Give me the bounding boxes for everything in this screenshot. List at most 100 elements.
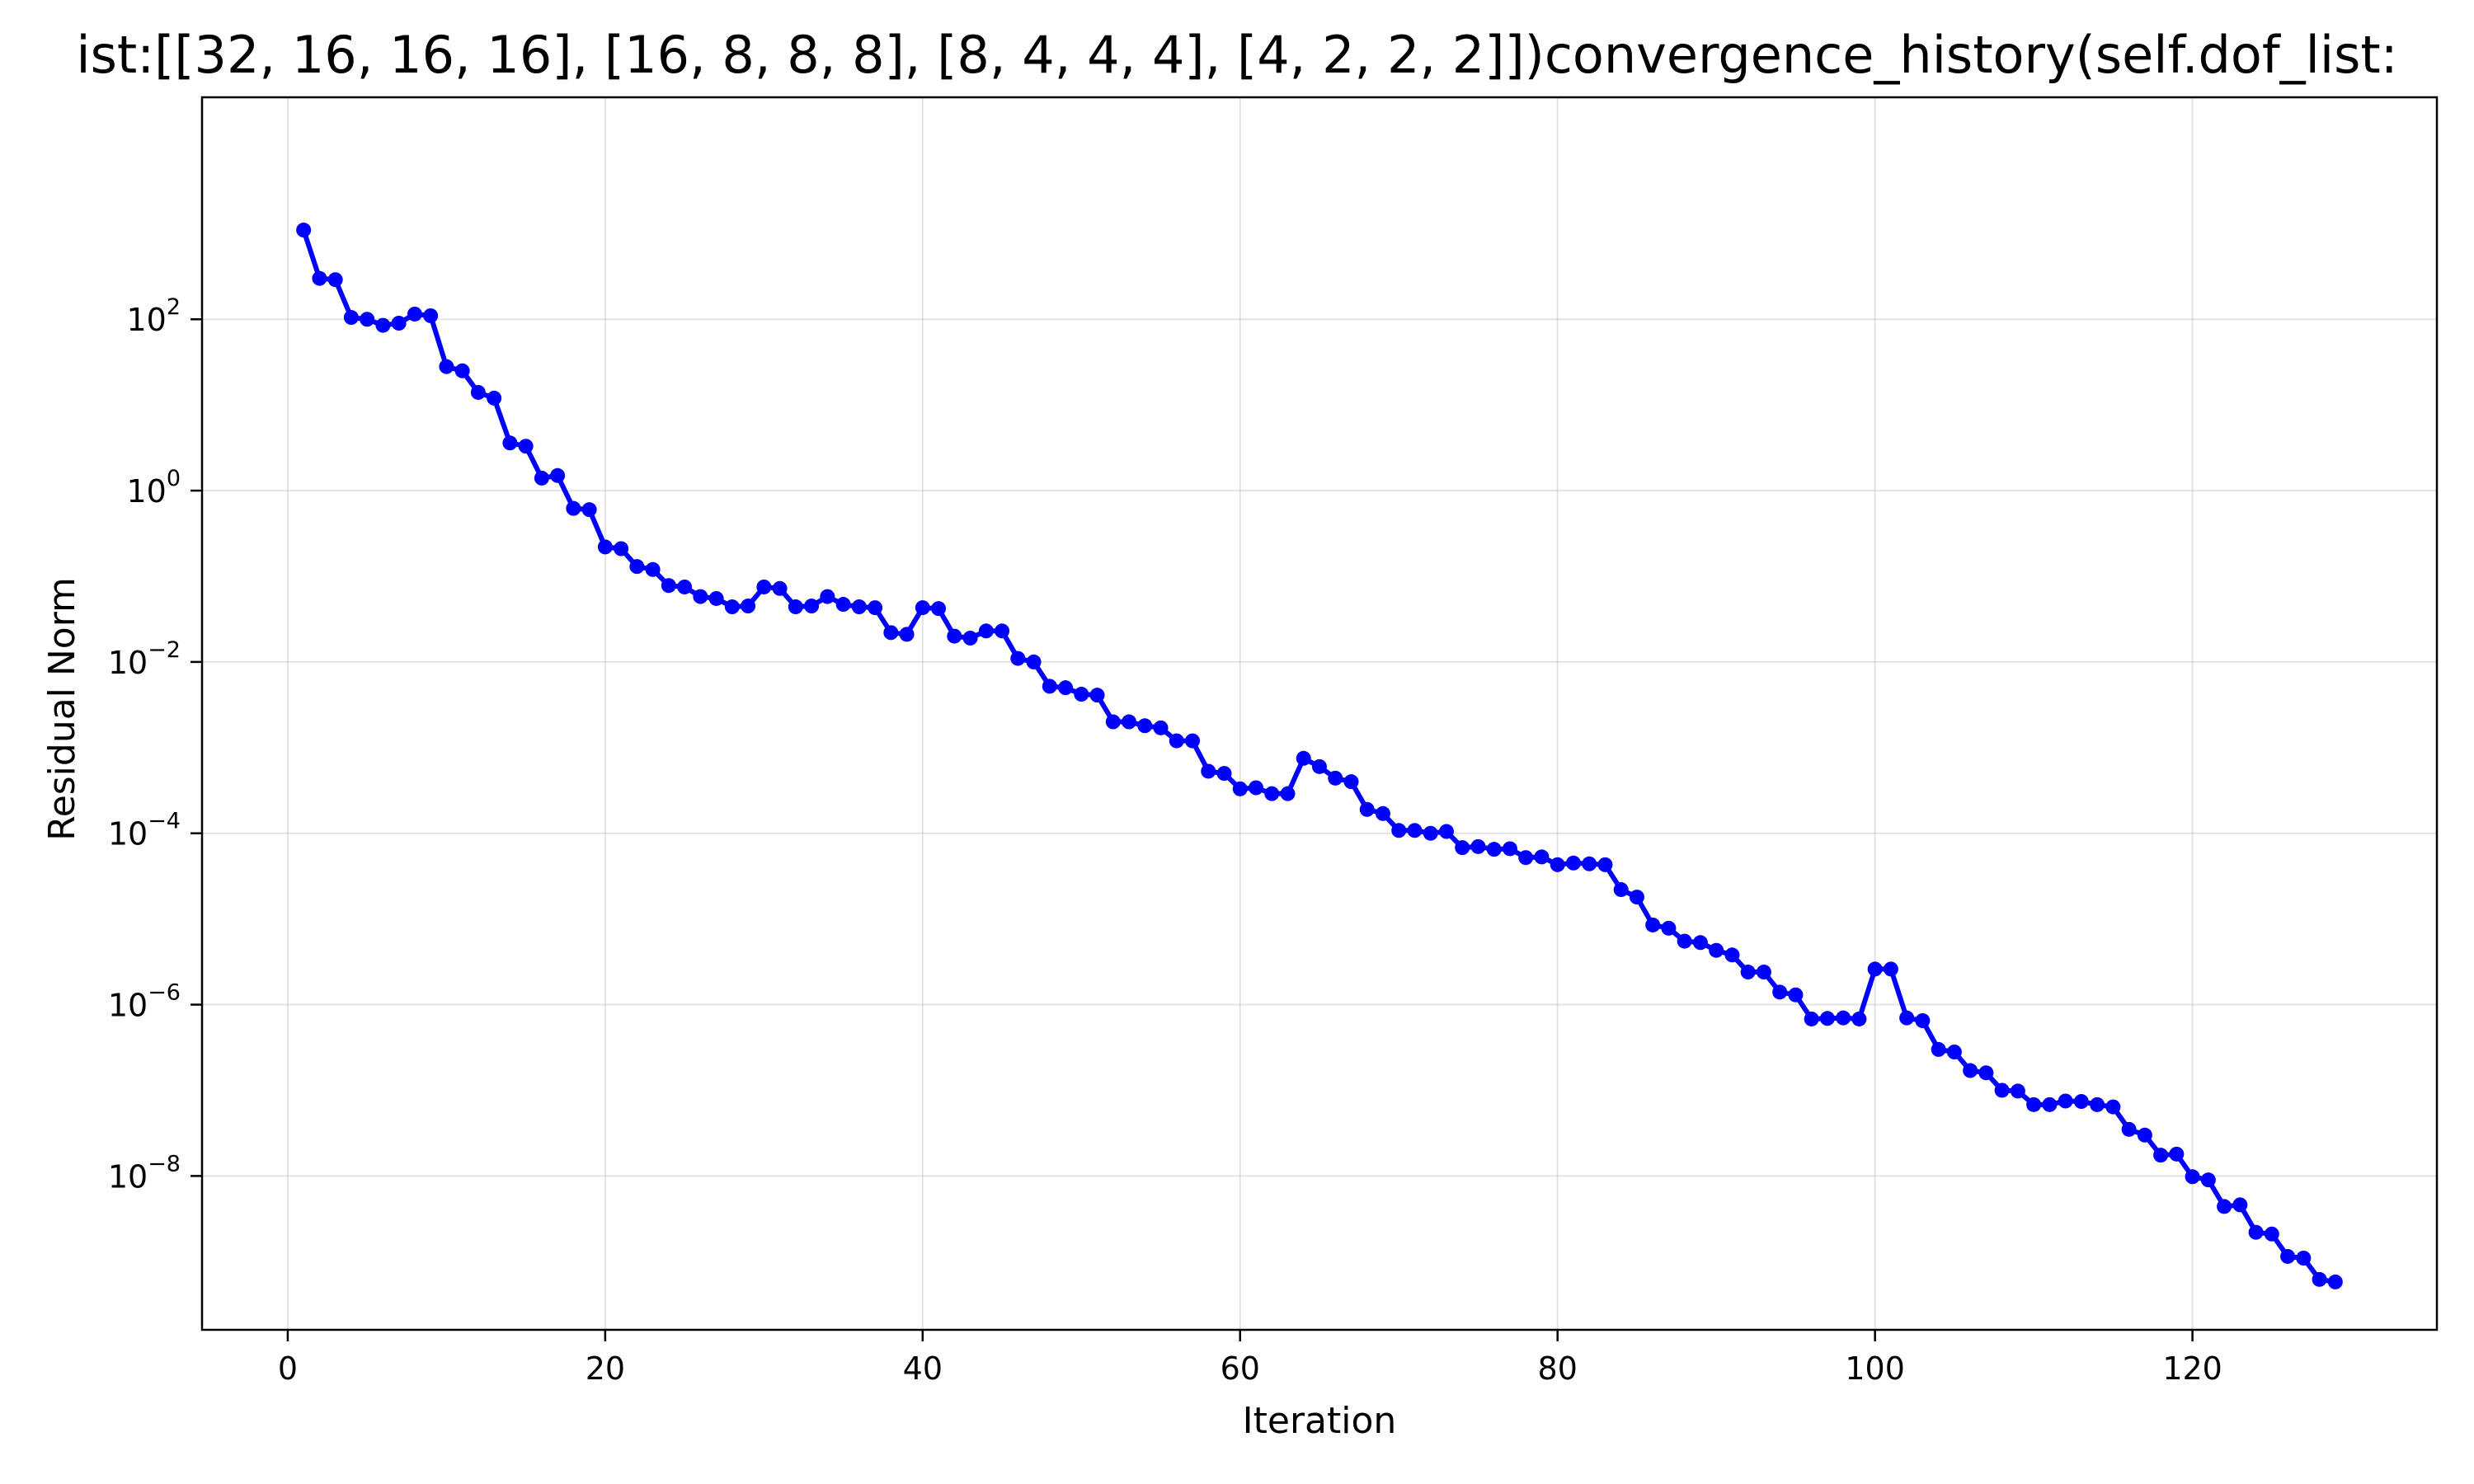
- data-point: [645, 561, 661, 577]
- x-tick-label: 0: [278, 1350, 298, 1387]
- data-point: [327, 272, 343, 288]
- data-point: [1931, 1041, 1946, 1057]
- data-point: [2327, 1274, 2343, 1289]
- data-point: [1264, 786, 1280, 801]
- data-point: [1359, 801, 1375, 817]
- data-point: [1455, 840, 1470, 856]
- data-point: [1375, 805, 1390, 821]
- data-point: [2090, 1097, 2105, 1112]
- data-point: [1486, 842, 1502, 857]
- data-point: [1185, 733, 1201, 749]
- data-point: [1296, 750, 1311, 766]
- data-point: [1423, 825, 1438, 841]
- data-point: [391, 316, 407, 331]
- data-point: [1518, 850, 1534, 866]
- data-point: [1074, 687, 1089, 702]
- data-point: [1994, 1082, 2010, 1098]
- grid: [202, 97, 2437, 1330]
- data-point: [741, 599, 756, 614]
- data-point: [1105, 714, 1121, 730]
- data-point: [868, 600, 883, 616]
- data-point: [423, 308, 439, 323]
- data-point: [2280, 1248, 2296, 1264]
- data-point: [1391, 823, 1407, 838]
- data-point: [772, 580, 788, 596]
- data-point: [597, 539, 613, 555]
- y-tick-label: 102: [126, 294, 181, 338]
- data-point: [1836, 1010, 1851, 1026]
- data-point: [2169, 1146, 2185, 1162]
- x-axis-label: Iteration: [1243, 1400, 1397, 1442]
- data-point: [2105, 1099, 2121, 1115]
- data-point: [1534, 849, 1550, 865]
- data-point: [614, 541, 629, 556]
- x-tick-label: 60: [1221, 1350, 1260, 1387]
- y-tick-label: 100: [126, 466, 181, 510]
- data-point: [1724, 947, 1740, 963]
- y-tick-label: 10−2: [108, 637, 181, 681]
- data-point: [1249, 780, 1264, 796]
- data-point: [1280, 786, 1296, 801]
- data-point: [1709, 942, 1724, 958]
- y-tick-label: 10−6: [108, 980, 181, 1024]
- data-point: [2137, 1127, 2152, 1143]
- data-point: [1772, 984, 1788, 1000]
- data-point: [518, 439, 534, 454]
- data-point: [1010, 650, 1026, 666]
- data-point: [661, 578, 676, 594]
- x-tick-label: 120: [2162, 1350, 2222, 1387]
- data-point: [1312, 758, 1327, 774]
- data-point: [1645, 917, 1661, 932]
- x-tick-label: 100: [1845, 1350, 1905, 1387]
- x-axis-ticks: 0 20 40 60 80 100 120: [278, 1330, 2222, 1387]
- data-point: [439, 359, 454, 374]
- data-point: [2073, 1094, 2089, 1110]
- data-point: [1058, 680, 1074, 696]
- x-tick-label: 80: [1538, 1350, 1578, 1387]
- data-point: [851, 599, 867, 615]
- x-tick-label: 40: [903, 1350, 943, 1387]
- data-point: [375, 317, 391, 333]
- data-point: [2312, 1271, 2327, 1287]
- data-point: [296, 223, 312, 238]
- data-point: [1613, 882, 1629, 898]
- data-point: [454, 363, 470, 378]
- data-point: [915, 600, 930, 616]
- data-point: [2248, 1224, 2264, 1240]
- data-point: [1629, 890, 1644, 905]
- data-point: [1026, 654, 1042, 669]
- data-point: [947, 628, 962, 644]
- data-point: [1661, 920, 1677, 936]
- data-point: [1756, 965, 1771, 980]
- data-point: [1740, 965, 1756, 980]
- y-tick-label: 10−4: [108, 809, 181, 852]
- data-point: [1804, 1011, 1819, 1026]
- data-point: [1232, 781, 1248, 796]
- data-point: [1122, 714, 1137, 730]
- data-point: [2026, 1097, 2042, 1112]
- data-point: [1089, 688, 1105, 703]
- data-point: [1582, 856, 1597, 871]
- data-point: [1788, 987, 1804, 1003]
- data-point: [1946, 1045, 1962, 1059]
- data-point: [1565, 855, 1581, 871]
- data-point: [1343, 774, 1359, 790]
- data-point: [1692, 935, 1708, 951]
- data-point: [804, 599, 820, 614]
- data-point: [2296, 1251, 2312, 1266]
- data-point: [534, 470, 549, 486]
- data-point: [343, 310, 359, 326]
- data-point: [1407, 823, 1423, 838]
- y-tick-label: 10−8: [108, 1151, 181, 1195]
- data-point: [835, 597, 851, 613]
- data-point: [2058, 1093, 2073, 1109]
- data-point: [724, 599, 740, 615]
- data-point: [2010, 1083, 2025, 1099]
- data-point: [312, 270, 327, 286]
- plot-frame: [200, 96, 2439, 1331]
- data-point: [360, 312, 375, 327]
- data-point: [2232, 1197, 2248, 1213]
- data-point: [756, 579, 772, 594]
- data-point: [1677, 933, 1692, 949]
- series-markers: [296, 223, 2343, 1289]
